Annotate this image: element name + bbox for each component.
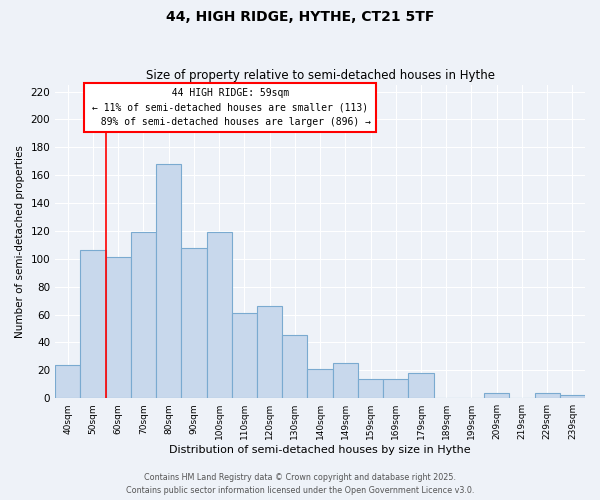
Y-axis label: Number of semi-detached properties: Number of semi-detached properties [15, 145, 25, 338]
Bar [257, 306, 282, 398]
Bar [535, 392, 560, 398]
Bar [80, 250, 106, 398]
Bar [383, 378, 409, 398]
Bar [358, 378, 383, 398]
X-axis label: Distribution of semi-detached houses by size in Hythe: Distribution of semi-detached houses by … [169, 445, 471, 455]
Bar [282, 336, 307, 398]
Title: Size of property relative to semi-detached houses in Hythe: Size of property relative to semi-detach… [146, 69, 494, 82]
Bar [106, 258, 131, 398]
Text: 44, HIGH RIDGE, HYTHE, CT21 5TF: 44, HIGH RIDGE, HYTHE, CT21 5TF [166, 10, 434, 24]
Bar [307, 369, 332, 398]
Bar [232, 313, 257, 398]
Bar [55, 365, 80, 398]
Bar [332, 364, 358, 398]
Bar [484, 392, 509, 398]
Bar [156, 164, 181, 398]
Bar [560, 396, 585, 398]
Bar [181, 248, 206, 398]
Bar [409, 373, 434, 398]
Bar [206, 232, 232, 398]
Text: 44 HIGH RIDGE: 59sqm  
← 11% of semi-detached houses are smaller (113)
  89% of : 44 HIGH RIDGE: 59sqm ← 11% of semi-detac… [89, 88, 371, 128]
Bar [131, 232, 156, 398]
Text: Contains HM Land Registry data © Crown copyright and database right 2025.
Contai: Contains HM Land Registry data © Crown c… [126, 474, 474, 495]
